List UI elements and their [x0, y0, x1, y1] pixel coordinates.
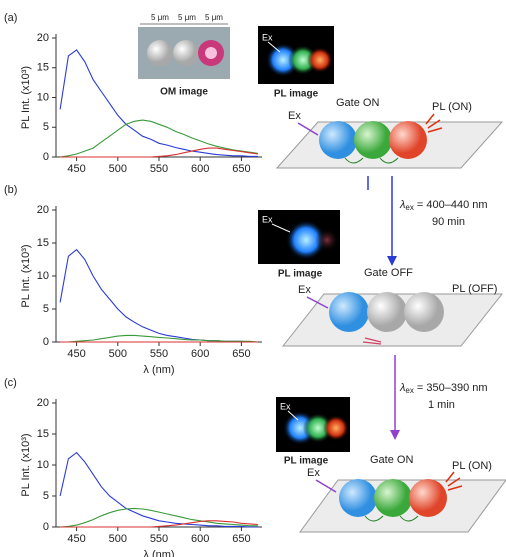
- duration: 90 min: [432, 216, 465, 228]
- y-tick-label: 20: [37, 397, 49, 409]
- range: = 400–440 nm: [414, 199, 488, 211]
- x-tick-label: 600: [191, 533, 209, 545]
- ex-label: Ex: [280, 401, 291, 411]
- gate-label: Gate OFF: [364, 267, 413, 279]
- x-tick-label: 500: [109, 533, 127, 545]
- y-axis-label: PL Int. (x10³): [20, 244, 32, 307]
- x-axis-label: λ (nm): [143, 364, 174, 376]
- x-tick-label: 650: [232, 163, 250, 175]
- lambda-sub: ex: [405, 386, 413, 395]
- y-tick-label: 20: [37, 32, 49, 44]
- caption: PL image: [278, 269, 323, 280]
- panel-label: (b): [4, 184, 17, 196]
- series-line: [60, 250, 258, 342]
- x-tick-label: 550: [150, 163, 168, 175]
- y-tick-label: 15: [37, 237, 49, 249]
- lambda-sub: ex: [405, 203, 413, 212]
- pl-state: PL (OFF): [452, 283, 497, 295]
- caption: PL image: [274, 89, 319, 100]
- y-tick-label: 5: [43, 121, 49, 133]
- pl-image: Ex PL image: [258, 26, 334, 100]
- panel-label: (a): [4, 12, 17, 24]
- series-line: [60, 120, 258, 157]
- pl-state: PL (ON): [432, 101, 472, 113]
- series-line: [60, 335, 258, 342]
- om-image: 5 μm 5 μm 5 μm OM image: [138, 13, 230, 98]
- x-tick-label: 500: [109, 163, 127, 175]
- x-tick-label: 450: [67, 533, 85, 545]
- y-axis-label: PL Int. (x10³): [20, 66, 32, 129]
- x-tick-label: 450: [67, 163, 85, 175]
- range: = 350–390 nm: [414, 382, 488, 394]
- y-tick-label: 0: [43, 521, 49, 533]
- y-tick-label: 20: [37, 204, 49, 216]
- scale-label: 5 μm: [205, 13, 223, 22]
- svg-text:λex = 400–440 nm: λex = 400–440 nm: [399, 199, 488, 212]
- y-tick-label: 15: [37, 62, 49, 74]
- ex-label: Ex: [288, 110, 301, 122]
- ex-label: Ex: [262, 214, 273, 224]
- ex-label: Ex: [298, 284, 311, 296]
- pl-image: Ex PL image: [276, 397, 350, 467]
- ex-label: Ex: [307, 467, 320, 479]
- x-tick-label: 500: [109, 348, 127, 360]
- svg-text:λex = 350–390 nm: λex = 350–390 nm: [399, 382, 488, 395]
- pl-image: Ex PL image: [258, 210, 340, 280]
- panel-label: (c): [4, 377, 17, 389]
- y-tick-label: 15: [37, 428, 49, 440]
- figure: 5 μm 5 μm 5 μm OM image Ex PL image Gate…: [0, 0, 506, 557]
- scale-label: 5 μm: [178, 13, 196, 22]
- y-tick-label: 5: [43, 303, 49, 315]
- x-tick-label: 650: [232, 348, 250, 360]
- y-tick-label: 10: [37, 270, 49, 282]
- ex-label: Ex: [262, 32, 273, 42]
- diagram: Gate ON Ex PL (ON): [277, 97, 502, 168]
- diagram: Gate ON Ex PL (ON): [300, 454, 506, 532]
- caption: PL image: [284, 456, 329, 467]
- y-axis-label: PL Int. (x10³): [20, 433, 32, 496]
- x-axis-label: λ (nm): [143, 549, 174, 557]
- step-arrow: λex = 350–390 nm 1 min: [390, 355, 488, 440]
- x-tick-label: 600: [191, 163, 209, 175]
- y-tick-label: 5: [43, 490, 49, 502]
- x-tick-label: 550: [150, 533, 168, 545]
- gate-label: Gate ON: [336, 97, 379, 109]
- x-tick-label: 450: [67, 348, 85, 360]
- duration: 1 min: [428, 399, 455, 411]
- y-tick-label: 10: [37, 459, 49, 471]
- y-tick-label: 0: [43, 151, 49, 163]
- pl-state: PL (ON): [452, 460, 492, 472]
- x-tick-label: 600: [191, 348, 209, 360]
- series-line: [60, 508, 258, 527]
- caption: OM image: [160, 87, 208, 98]
- y-tick-label: 10: [37, 91, 49, 103]
- x-tick-label: 650: [232, 533, 250, 545]
- step-arrow: λex = 400–440 nm 90 min: [368, 176, 488, 266]
- gate-label: Gate ON: [370, 454, 413, 466]
- series-line: [60, 453, 258, 527]
- scale-label: 5 μm: [151, 13, 169, 22]
- x-tick-label: 550: [150, 348, 168, 360]
- y-tick-label: 0: [43, 336, 49, 348]
